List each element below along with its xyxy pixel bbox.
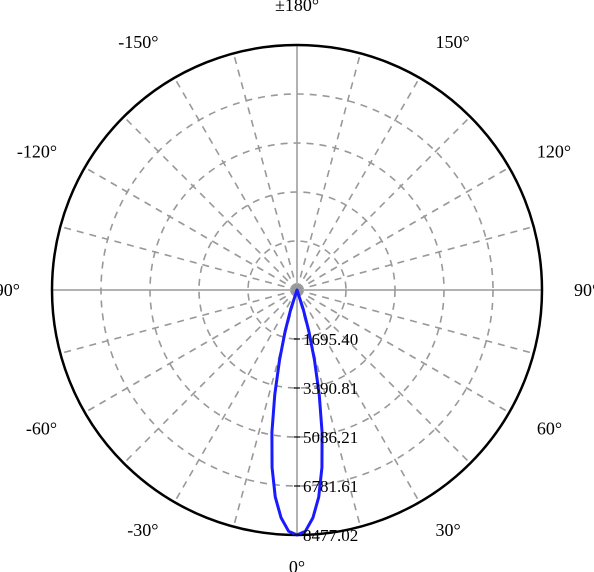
radial-tick-label: 6781.61 — [303, 477, 358, 496]
radial-tick-label: 5086.21 — [303, 428, 358, 447]
angle-label: 90° — [574, 280, 594, 300]
angle-label: 120° — [537, 142, 571, 162]
angle-label: ±180° — [275, 0, 319, 15]
angle-label: -30° — [127, 520, 158, 540]
angle-label: -90° — [0, 280, 20, 300]
angle-label: 150° — [436, 32, 470, 52]
radial-tick-label: 1695.40 — [303, 330, 358, 349]
angle-label: -150° — [118, 32, 158, 52]
polar-chart: 1695.40 3390.81 5086.21 6781.61 8477.02 0° 30°… — [0, 0, 594, 572]
radial-tick-label: 3390.81 — [303, 379, 358, 398]
angle-label: -60° — [26, 419, 57, 439]
angle-label: -120° — [17, 142, 57, 162]
radial-tick-label: 8477.02 — [303, 526, 358, 545]
angle-label: 60° — [537, 419, 562, 439]
angle-label: 30° — [436, 520, 461, 540]
angle-label: 0° — [289, 557, 305, 572]
